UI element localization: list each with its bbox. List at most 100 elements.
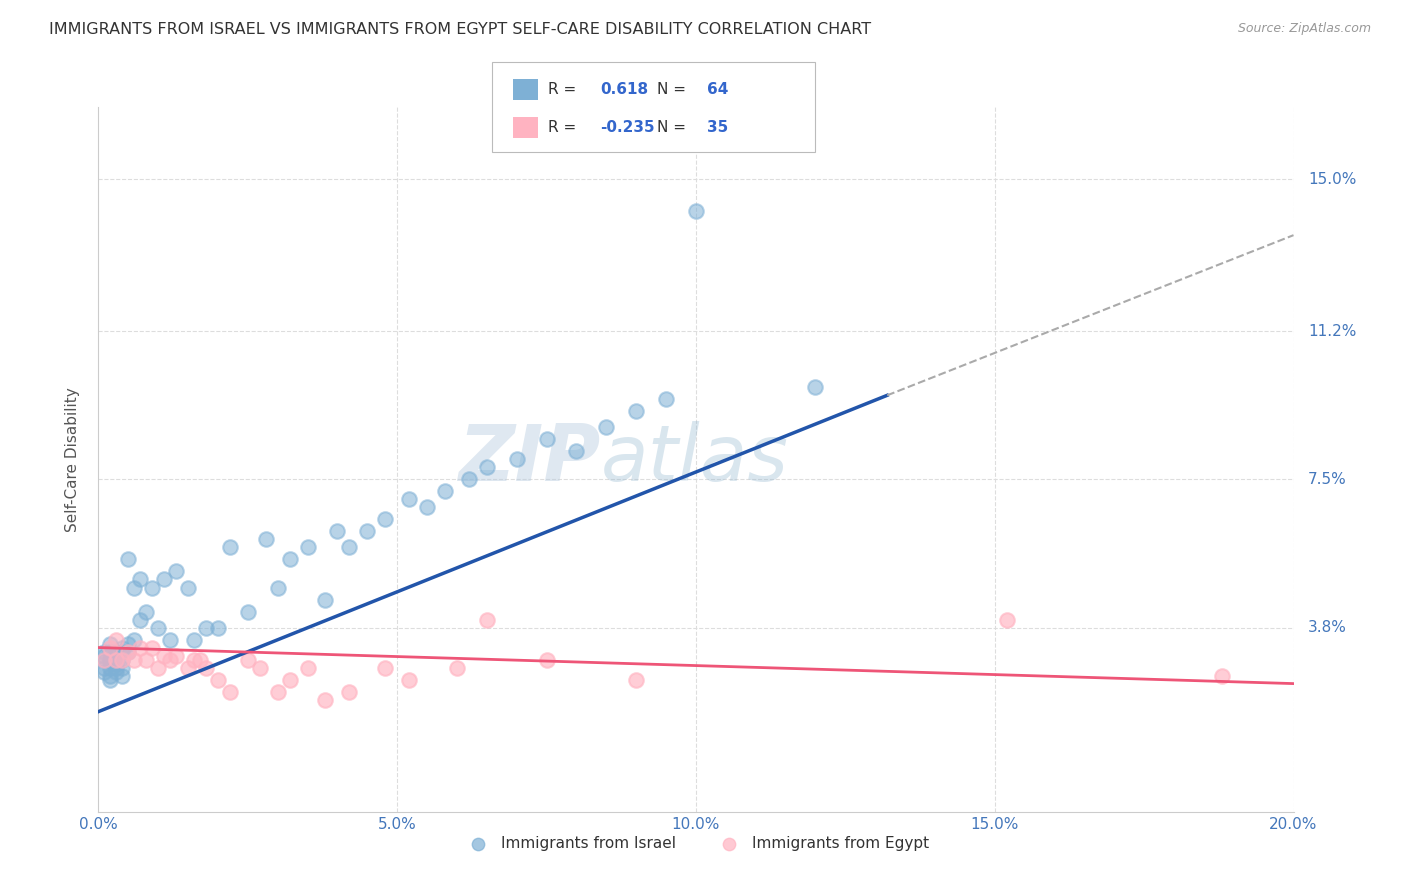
Legend: Immigrants from Israel, Immigrants from Egypt: Immigrants from Israel, Immigrants from …: [457, 830, 935, 857]
Point: [105, 632, 128, 647]
Text: IMMIGRANTS FROM ISRAEL VS IMMIGRANTS FROM EGYPT SELF-CARE DISABILITY CORRELATION: IMMIGRANTS FROM ISRAEL VS IMMIGRANTS FRO…: [49, 22, 872, 37]
Text: 11.2%: 11.2%: [1308, 324, 1357, 339]
Point: [153, 573, 176, 587]
Point: [148, 660, 170, 674]
Point: [111, 644, 134, 658]
Point: [177, 660, 200, 674]
Point: [129, 573, 152, 587]
Point: [207, 673, 229, 687]
Point: [124, 581, 146, 595]
Point: [315, 692, 337, 706]
Text: Source: ZipAtlas.com: Source: ZipAtlas.com: [1237, 22, 1371, 36]
Point: [326, 524, 349, 539]
Point: [111, 652, 134, 666]
Point: [98, 644, 122, 658]
Point: [655, 392, 678, 407]
Point: [105, 660, 128, 674]
Point: [93, 648, 115, 663]
Point: [595, 420, 617, 434]
Point: [506, 452, 529, 467]
Point: [183, 652, 205, 666]
Point: [111, 652, 134, 666]
Point: [458, 472, 481, 486]
Point: [267, 684, 290, 698]
Point: [398, 492, 420, 507]
Point: [297, 541, 319, 555]
Text: 7.5%: 7.5%: [1308, 472, 1347, 487]
Point: [141, 581, 163, 595]
Point: [98, 668, 122, 682]
Point: [188, 652, 211, 666]
Point: [398, 673, 420, 687]
Point: [135, 652, 157, 666]
Point: [93, 652, 115, 666]
Point: [626, 673, 648, 687]
Point: [374, 512, 396, 526]
Point: [416, 500, 439, 515]
Point: [105, 665, 128, 679]
Point: [297, 660, 319, 674]
Point: [117, 636, 139, 650]
Point: [278, 552, 301, 566]
Point: [475, 460, 498, 475]
Point: [165, 648, 187, 663]
Point: [536, 652, 558, 666]
Text: 15.0%: 15.0%: [1308, 171, 1357, 186]
Point: [475, 613, 498, 627]
Point: [995, 613, 1018, 627]
Point: [105, 648, 128, 663]
Point: [124, 632, 146, 647]
Point: [626, 404, 648, 418]
Point: [195, 621, 218, 635]
Point: [105, 652, 128, 666]
Point: [129, 640, 152, 655]
Point: [236, 605, 259, 619]
Text: N =: N =: [657, 82, 690, 97]
Text: R =: R =: [548, 120, 582, 135]
Point: [236, 652, 259, 666]
Y-axis label: Self-Care Disability: Self-Care Disability: [65, 387, 80, 532]
Point: [804, 380, 827, 394]
Text: 0.618: 0.618: [600, 82, 648, 97]
Point: [536, 433, 558, 447]
Point: [129, 613, 152, 627]
Text: 3.8%: 3.8%: [1308, 620, 1347, 635]
Text: N =: N =: [657, 120, 690, 135]
Point: [177, 581, 200, 595]
Text: ZIP: ZIP: [458, 421, 600, 498]
Point: [219, 684, 242, 698]
Point: [135, 605, 157, 619]
Point: [219, 541, 242, 555]
Point: [111, 660, 134, 674]
Point: [249, 660, 271, 674]
Point: [105, 652, 128, 666]
Point: [105, 657, 128, 671]
Point: [183, 632, 205, 647]
Point: [153, 648, 176, 663]
Point: [98, 652, 122, 666]
Point: [148, 621, 170, 635]
Point: [278, 673, 301, 687]
Point: [565, 444, 588, 458]
Point: [93, 644, 115, 658]
Point: [98, 636, 122, 650]
Point: [315, 592, 337, 607]
Point: [93, 660, 115, 674]
Point: [93, 652, 115, 666]
Point: [165, 565, 187, 579]
Point: [685, 204, 707, 219]
Point: [93, 665, 115, 679]
Point: [117, 552, 139, 566]
Point: [374, 660, 396, 674]
Point: [267, 581, 290, 595]
Point: [98, 640, 122, 655]
Point: [1211, 668, 1233, 682]
Point: [356, 524, 378, 539]
Point: [207, 621, 229, 635]
Text: atlas: atlas: [600, 421, 789, 498]
Point: [254, 533, 277, 547]
Point: [117, 644, 139, 658]
Point: [159, 652, 181, 666]
Point: [141, 640, 163, 655]
Point: [159, 632, 181, 647]
